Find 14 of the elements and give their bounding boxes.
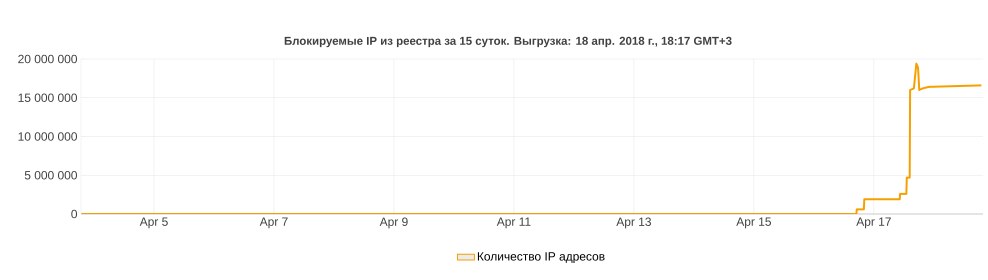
- y-tick-label: 5 000 000: [24, 171, 78, 180]
- x-tick-label: Apr 17: [856, 218, 891, 228]
- legend-label: Количество IP адресов: [478, 252, 605, 263]
- y-tick-label: 20 000 000: [18, 54, 78, 64]
- y-tick-label: 0: [71, 210, 78, 218]
- y-tick-label: 15 000 000: [18, 94, 78, 102]
- x-tick-label: Apr 11: [496, 218, 531, 228]
- x-tick-label: Apr 13: [616, 218, 651, 228]
- x-tick-label: Apr 15: [736, 218, 771, 228]
- x-tick-label: Apr 7: [260, 218, 288, 228]
- y-tick-label: 10 000 000: [18, 132, 78, 141]
- chart-title: Блокируемые IP из реестра за 15 суток. Выгрузка: 18 апр. 2018 г., 18:17 GMT+3: [284, 36, 732, 48]
- x-tick-label: Apr 9: [380, 218, 408, 228]
- x-tick-label: Apr 5: [140, 218, 168, 228]
